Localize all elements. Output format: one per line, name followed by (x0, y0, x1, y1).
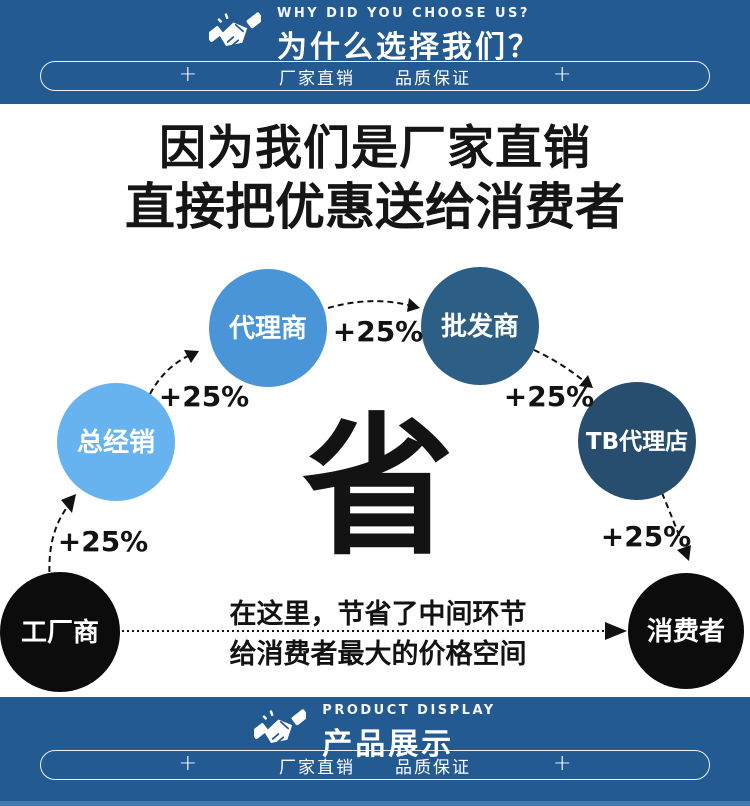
guarantee-pill: + 厂家直销 品质保证 + (40, 750, 710, 780)
pill-label-factory-direct: 厂家直销 (279, 68, 355, 89)
node-label: 工厂商 (21, 617, 99, 648)
increment-label: +25% (504, 380, 594, 413)
node-label: 消费者 (647, 617, 725, 647)
arrow-agent-to-wholesaler (327, 300, 409, 309)
node-circle (628, 573, 744, 689)
pill-label-quality: 品质保证 (395, 68, 471, 89)
arrow-wholesaler-to-tb (533, 349, 585, 382)
arrows (48, 298, 691, 640)
node-circle (209, 269, 327, 387)
increment-label: +25% (333, 315, 423, 348)
plus-mark: + (178, 62, 197, 87)
arrow-tb-to-consumer (661, 492, 685, 549)
banner-subtitle: WHY DID YOU CHOOSE US? (277, 6, 530, 21)
plus-mark: + (178, 751, 197, 776)
arrow-factory-to-general (48, 505, 69, 583)
why-choose-us-banner: WHY DID YOU CHOOSE US? 为什么选择我们？ + 厂家直销 品… (0, 0, 750, 104)
bottom-strip (0, 801, 750, 806)
headline-line1: 因为我们是厂家直销 (159, 121, 591, 176)
guarantee-pill: + 厂家直销 品质保证 + (40, 61, 710, 91)
increment-label: +25% (58, 525, 148, 558)
arrowhead-icon (677, 545, 691, 561)
node-circle (57, 383, 175, 501)
arrowhead-icon (579, 375, 593, 388)
node-agent: 代理商 (209, 269, 327, 387)
plus-mark: + (553, 62, 572, 87)
product-display-banner: PRODUCT DISPLAY 产品展示 + 厂家直销 品质保证 + (0, 697, 750, 806)
plus-mark: + (553, 751, 572, 776)
distribution-chain-diagram: 工厂商 总经销 代理商 批发商 TB代理店 消费者 +25% +25% +25%… (0, 267, 744, 692)
node-label: 总经销 (77, 427, 155, 458)
pill-label-factory-direct: 厂家直销 (279, 757, 355, 778)
headline-line2: 直接把优惠送给消费者 (125, 178, 625, 236)
banner-title: 产品展示 (322, 727, 455, 762)
node-circle (578, 382, 696, 500)
node-general-distributor: 总经销 (57, 383, 175, 501)
node-consumer: 消费者 (628, 573, 744, 689)
pill-label-quality: 品质保证 (395, 757, 471, 778)
arrowhead-icon (407, 298, 420, 312)
node-wholesaler: 批发商 (421, 267, 539, 385)
node-circle (421, 267, 539, 385)
banner-subtitle: PRODUCT DISPLAY (322, 703, 496, 718)
node-label: TB代理店 (586, 429, 688, 455)
node-circle (0, 572, 120, 692)
node-label: 代理商 (228, 313, 307, 344)
increment-label: +25% (159, 380, 249, 413)
banner-head: PRODUCT DISPLAY 产品展示 (0, 703, 750, 763)
arrow-general-to-agent (149, 355, 189, 395)
banner-title: 为什么选择我们？ (277, 30, 541, 65)
node-label: 批发商 (441, 311, 519, 342)
handshake-icon (254, 709, 307, 744)
headline: 因为我们是厂家直销 直接把优惠送给消费者 (0, 120, 750, 236)
note-line2: 给消费者最大的价格空间 (230, 638, 527, 670)
arrowhead-icon (184, 350, 199, 363)
save-character: 省 (302, 399, 454, 576)
node-factory: 工厂商 (0, 572, 120, 692)
arrowhead-icon (605, 622, 627, 640)
increment-label: +25% (601, 520, 691, 553)
banner-head: WHY DID YOU CHOOSE US? 为什么选择我们？ (0, 6, 750, 66)
note-line1: 在这里，节省了中间环节 (230, 598, 527, 630)
node-tb-agency: TB代理店 (578, 382, 696, 500)
arrowhead-icon (61, 494, 76, 513)
handshake-icon (209, 12, 261, 47)
